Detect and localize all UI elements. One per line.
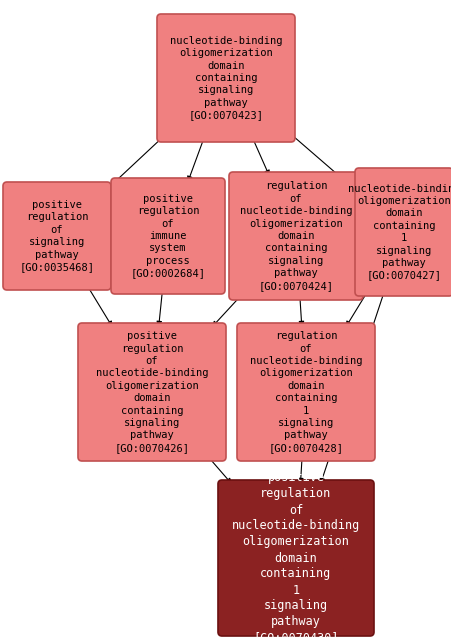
Text: positive
regulation
of
nucleotide-binding
oligomerization
domain
containing
1
si: positive regulation of nucleotide-bindin… <box>231 471 359 637</box>
Text: positive
regulation
of
immune
system
process
[GO:0002684]: positive regulation of immune system pro… <box>130 194 205 278</box>
Text: nucleotide-binding
oligomerization
domain
containing
1
signaling
pathway
[GO:007: nucleotide-binding oligomerization domai… <box>347 183 451 280</box>
FancyBboxPatch shape <box>217 480 373 636</box>
FancyBboxPatch shape <box>229 172 362 300</box>
FancyBboxPatch shape <box>156 14 295 142</box>
FancyBboxPatch shape <box>354 168 451 296</box>
Text: positive
regulation
of
nucleotide-binding
oligomerization
domain
containing
sign: positive regulation of nucleotide-bindin… <box>96 331 208 453</box>
FancyBboxPatch shape <box>111 178 225 294</box>
FancyBboxPatch shape <box>3 182 111 290</box>
Text: positive
regulation
of
signaling
pathway
[GO:0035468]: positive regulation of signaling pathway… <box>19 200 94 272</box>
FancyBboxPatch shape <box>78 323 226 461</box>
Text: regulation
of
nucleotide-binding
oligomerization
domain
containing
signaling
pat: regulation of nucleotide-binding oligome… <box>239 182 351 290</box>
FancyBboxPatch shape <box>236 323 374 461</box>
Text: regulation
of
nucleotide-binding
oligomerization
domain
containing
1
signaling
p: regulation of nucleotide-binding oligome… <box>249 331 361 453</box>
Text: nucleotide-binding
oligomerization
domain
containing
signaling
pathway
[GO:00704: nucleotide-binding oligomerization domai… <box>170 36 281 120</box>
